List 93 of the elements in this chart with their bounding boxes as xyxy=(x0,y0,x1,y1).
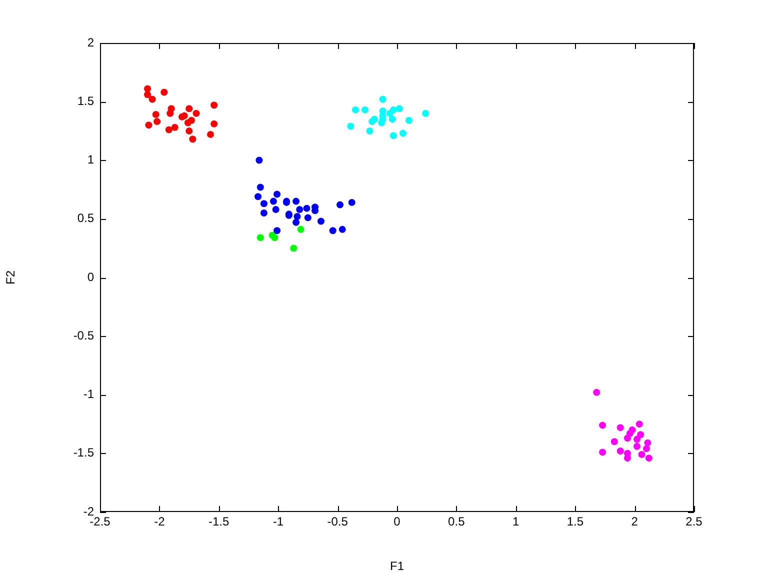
point xyxy=(171,124,178,131)
point xyxy=(638,451,646,458)
point xyxy=(210,120,218,128)
point xyxy=(165,126,172,134)
point xyxy=(336,201,344,208)
point xyxy=(144,85,152,92)
point xyxy=(297,226,304,233)
point xyxy=(144,91,152,98)
point xyxy=(184,119,192,126)
y-tick-label: 2 xyxy=(87,35,94,50)
point xyxy=(206,130,214,138)
point xyxy=(160,88,168,96)
point xyxy=(405,116,412,124)
point xyxy=(645,454,652,462)
point xyxy=(636,420,643,428)
point xyxy=(256,156,263,164)
y-tick-label: 0.5 xyxy=(77,211,94,226)
point xyxy=(189,136,196,143)
point xyxy=(210,102,218,109)
point xyxy=(379,96,386,103)
x-tick-label: 1.5 xyxy=(566,514,584,529)
point xyxy=(644,439,652,446)
point xyxy=(399,130,406,137)
point xyxy=(186,105,193,112)
point xyxy=(422,110,430,117)
point xyxy=(303,204,310,212)
y-tick-label: 1 xyxy=(87,152,94,167)
point xyxy=(610,438,618,446)
x-tick-label: 0.5 xyxy=(448,514,466,529)
point xyxy=(154,118,161,126)
y-axis-title: F2 xyxy=(4,270,18,285)
y-tick-label: -0.5 xyxy=(73,328,94,342)
point xyxy=(388,116,396,123)
point xyxy=(274,227,281,234)
point xyxy=(348,198,356,206)
point xyxy=(352,106,359,114)
x-tick-label: 1 xyxy=(512,514,520,529)
point xyxy=(304,214,312,222)
point xyxy=(254,193,262,200)
point xyxy=(290,244,298,252)
point xyxy=(593,388,600,396)
point xyxy=(366,127,374,134)
point xyxy=(386,110,394,117)
point xyxy=(616,424,624,432)
point xyxy=(271,234,278,242)
point xyxy=(599,448,606,456)
point xyxy=(637,431,644,438)
point xyxy=(347,122,354,130)
x-axis-title: F1 xyxy=(390,559,404,574)
point xyxy=(599,422,606,429)
point xyxy=(378,119,386,126)
x-tick-label: 0 xyxy=(394,514,401,529)
point xyxy=(274,190,281,198)
point xyxy=(294,213,301,220)
point xyxy=(296,206,304,213)
point xyxy=(624,454,631,462)
point xyxy=(642,445,650,452)
point xyxy=(633,442,640,450)
x-tick-label: 2 xyxy=(631,514,638,529)
y-tick-label: 1.5 xyxy=(77,94,94,108)
point xyxy=(338,226,346,233)
point xyxy=(166,110,174,117)
point xyxy=(260,200,268,208)
point xyxy=(186,127,193,134)
x-tick-label: -0.5 xyxy=(327,514,348,529)
point xyxy=(292,198,300,205)
point xyxy=(148,96,156,103)
point xyxy=(256,234,264,242)
point xyxy=(390,132,397,140)
point xyxy=(270,198,277,205)
point xyxy=(272,206,280,213)
point xyxy=(329,227,336,234)
x-tick-label: -1.5 xyxy=(208,514,230,529)
point xyxy=(145,122,152,129)
point xyxy=(361,106,368,114)
point xyxy=(192,110,200,117)
x-tick-label: -2 xyxy=(154,514,166,529)
point xyxy=(260,210,268,217)
point xyxy=(633,436,640,443)
x-tick-label: -1 xyxy=(272,514,284,529)
point xyxy=(624,434,631,442)
point xyxy=(180,112,188,120)
point xyxy=(317,218,324,225)
x-tick-label: 2.5 xyxy=(686,514,703,529)
y-tick-label: -1 xyxy=(83,387,94,402)
point xyxy=(616,448,624,455)
point xyxy=(368,118,376,126)
y-tick-label: -1.5 xyxy=(73,446,94,460)
point xyxy=(152,111,160,118)
y-tick-label: 0 xyxy=(87,270,94,284)
point xyxy=(256,184,264,191)
point xyxy=(396,105,403,112)
point xyxy=(292,218,300,226)
